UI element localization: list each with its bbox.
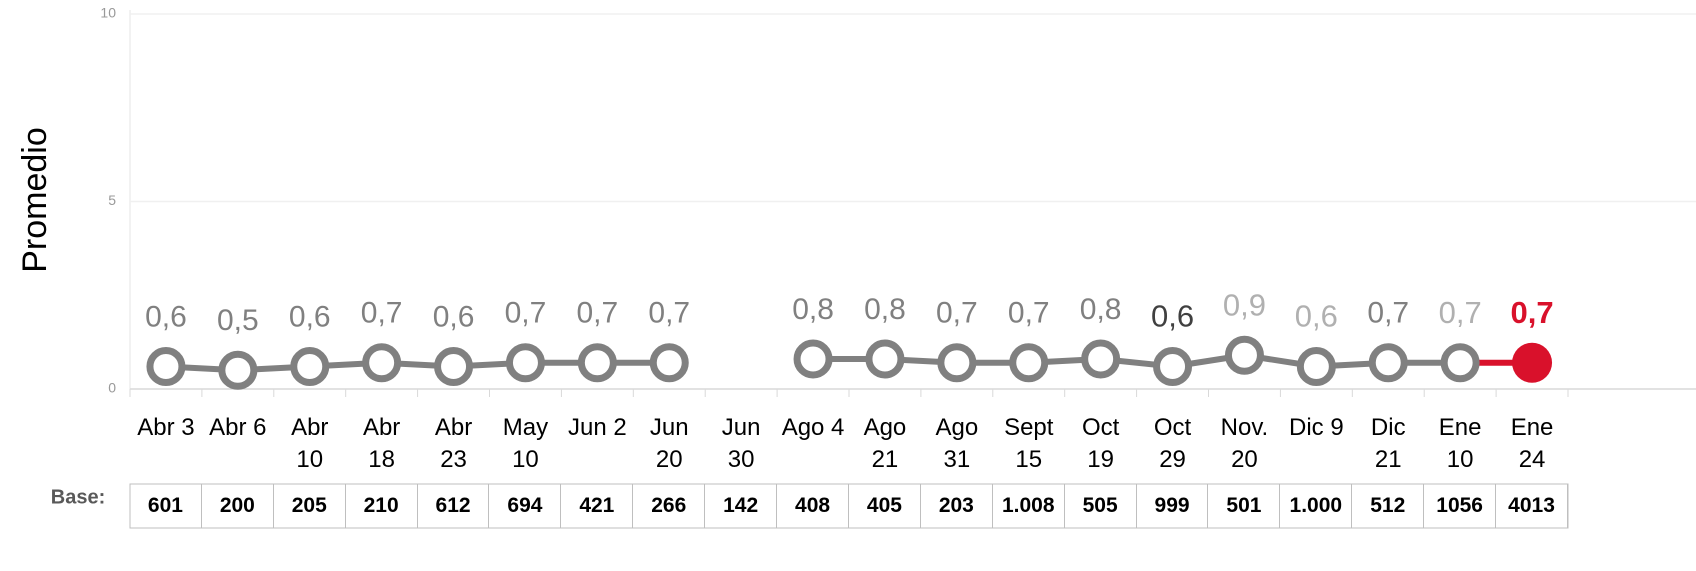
table-cell: 421	[561, 484, 634, 528]
marker	[1512, 342, 1553, 383]
x-tick-label: Jun 30	[721, 414, 761, 473]
marker	[793, 339, 833, 379]
data-label: 0,5	[217, 304, 259, 337]
table-cell: 142	[705, 484, 778, 528]
marker	[1224, 335, 1264, 375]
data-label: 0,7	[361, 297, 403, 330]
table-cell: 1.000	[1280, 484, 1353, 528]
x-tick-label: Jun 20	[649, 414, 689, 473]
data-label: 0,6	[1295, 299, 1338, 334]
table-cell: 205	[274, 484, 346, 528]
marker	[1153, 347, 1193, 386]
marker	[505, 343, 545, 383]
table-cell: 266	[633, 484, 706, 528]
table-cell: 505	[1065, 484, 1137, 528]
table-cell: 601	[130, 484, 202, 528]
data-label: 0,7	[1510, 295, 1553, 330]
data-label: 0,7	[1439, 295, 1482, 330]
x-tick-label: Ene 10	[1438, 414, 1482, 473]
data-label: 0,6	[1151, 299, 1194, 334]
data-label: 0,6	[433, 300, 475, 333]
x-tick-label: Ene 24	[1510, 414, 1554, 473]
marker	[218, 350, 258, 390]
data-label: 0,7	[505, 297, 547, 330]
table-cell: 694	[490, 484, 562, 528]
table-border	[129, 483, 1569, 529]
data-label: 0,7	[648, 297, 690, 330]
y-tick-label: 0	[108, 380, 116, 396]
x-tick-label: Abr 6	[209, 414, 267, 441]
x-tick-label: Ago 31	[935, 414, 979, 473]
data-label: 0,6	[289, 300, 331, 333]
x-tick-label: Nov. 20	[1220, 414, 1269, 473]
marker	[146, 347, 186, 386]
x-tick-label: Abr 10	[291, 414, 329, 473]
data-label: 0,9	[1223, 287, 1266, 322]
marker	[1296, 347, 1336, 386]
marker	[434, 347, 474, 386]
data-label: 0,8	[792, 293, 834, 326]
data-label: 0,7	[1367, 297, 1409, 330]
table-cell: 210	[346, 484, 418, 528]
table-cell: 4013	[1496, 484, 1568, 528]
x-tick-label: Abr 3	[137, 414, 195, 441]
table-cell: 200	[202, 484, 274, 528]
table-cell: 1.008	[993, 484, 1065, 528]
marker	[362, 343, 402, 383]
data-label: 0,8	[1080, 293, 1122, 326]
table-label: Base:	[51, 486, 105, 508]
x-tick-label: Ago 21	[863, 414, 907, 473]
y-axis-label: Promedio	[16, 127, 54, 273]
table-cell: 612	[418, 484, 490, 528]
marker	[577, 343, 617, 383]
table-cell: 408	[777, 484, 849, 528]
marker	[937, 343, 977, 383]
marker	[1368, 343, 1408, 383]
x-tick-label: Ago 4	[781, 414, 845, 441]
marker	[290, 347, 330, 386]
x-tick-label: Abr 18	[362, 414, 401, 473]
x-tick-label: Jun 2	[567, 414, 627, 441]
data-label: 0,6	[145, 300, 187, 333]
x-tick-label: Sept 15	[1004, 414, 1054, 473]
y-tick-label: 10	[100, 5, 116, 21]
table-cell: 405	[849, 484, 921, 528]
table-cell: 512	[1352, 484, 1425, 528]
table-cell: 1056	[1424, 484, 1497, 528]
marker	[649, 343, 689, 383]
x-tick-label: Dic 9	[1289, 414, 1344, 441]
marker	[1081, 339, 1121, 379]
data-label: 0,8	[864, 293, 906, 326]
data-label: 0,7	[1008, 297, 1050, 330]
data-label: 0,7	[936, 297, 978, 330]
marker	[865, 339, 905, 379]
x-tick-label: May 10	[502, 414, 549, 473]
table-cell: 501	[1209, 484, 1281, 528]
marker	[1009, 343, 1049, 383]
y-tick-label: 5	[108, 192, 116, 208]
x-tick-label: Abr 23	[434, 414, 473, 473]
marker	[1440, 343, 1480, 383]
x-tick-label: Dic 21	[1370, 414, 1406, 473]
data-label: 0,7	[576, 297, 618, 330]
table-cell: 203	[921, 484, 993, 528]
x-tick-label: Oct 29	[1153, 414, 1192, 473]
table-cell: 999	[1137, 484, 1209, 528]
x-tick-label: Oct 19	[1081, 414, 1120, 473]
